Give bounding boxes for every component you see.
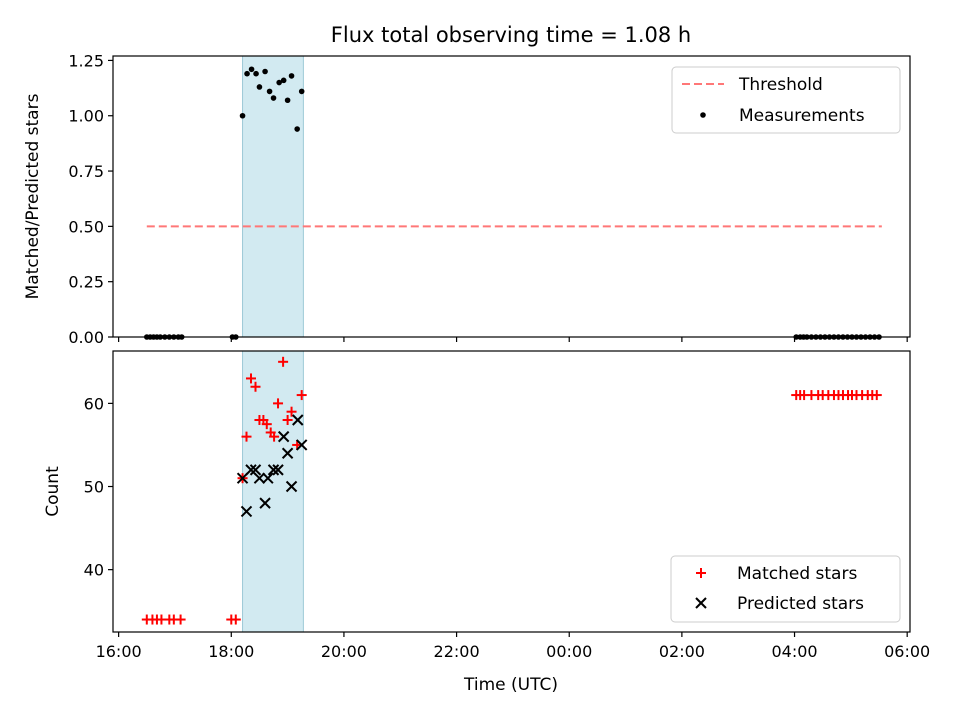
count-legend-box <box>670 555 901 623</box>
legend-predicted-label: Predicted stars <box>737 594 864 614</box>
observing-window-shade-bottom <box>242 350 304 633</box>
y-tick-label: 1.25 <box>68 51 104 70</box>
legend-predicted-marker-b <box>695 597 707 609</box>
y-tick-label: 0.75 <box>68 162 104 181</box>
measurement-point <box>276 79 282 86</box>
predicted-star-point <box>295 439 308 451</box>
x-tick-label: 00:00 <box>546 642 592 661</box>
predicted-star-point-b <box>295 439 308 451</box>
count-legend: Matched stars Predicted stars <box>670 555 901 623</box>
y-tick-label: 60 <box>84 394 104 413</box>
measurement-point <box>256 84 263 90</box>
y-tick-label: 50 <box>84 478 104 497</box>
predicted-star-point <box>272 464 284 476</box>
x-tick-label: 04:00 <box>771 642 817 661</box>
predicted-star-point <box>277 430 290 443</box>
legend-matched-marker <box>696 568 706 578</box>
observing-window-shade-top <box>242 55 304 338</box>
count-panel-frame <box>112 350 911 633</box>
x-tick-label: 06:00 <box>884 642 930 661</box>
count-panel: 16:00 18:00 20:00 22:00 00:00 02:00 04:00 06:00… <box>43 350 930 661</box>
legend-predicted-marker <box>695 597 707 609</box>
legend-matched-label: Matched stars <box>737 564 857 584</box>
measurement-point <box>262 68 268 75</box>
matched-star-point <box>286 406 297 417</box>
measurement-point <box>280 77 287 84</box>
measurement-point <box>284 97 291 104</box>
legend-measurements-swatch <box>700 112 706 118</box>
legend-matched-swatch <box>696 568 706 578</box>
predicted-star-point-b <box>267 464 280 476</box>
predicted-star-point-b <box>245 464 257 476</box>
measurement-point <box>239 112 246 119</box>
predicted-star-point <box>240 505 253 518</box>
predicted-star-point-b <box>253 472 266 484</box>
x-tick-label: 16:00 <box>96 642 142 661</box>
matched-star-point <box>230 614 241 625</box>
predicted-star-point-b <box>259 497 271 509</box>
ratio-panel: 0.00 0.25 0.50 0.75 1.00 1.25 Matched/Predict… <box>23 51 911 347</box>
matched-star-point <box>278 356 289 367</box>
measurement-point <box>244 70 250 77</box>
y-tick-label: 1.00 <box>68 107 104 126</box>
predicted-star-point-b <box>262 472 274 484</box>
measurement-point <box>266 88 273 95</box>
predicted-star-point-b <box>292 414 304 426</box>
matched-star-point <box>241 431 252 442</box>
x-tick-label: 20:00 <box>321 642 367 661</box>
y-tick-label: 0.00 <box>68 328 104 347</box>
predicted-star-point-b <box>277 430 290 443</box>
measurement-point <box>270 95 277 101</box>
ratio-y-axis-label: Matched/Predicted stars <box>23 93 43 299</box>
count-y-axis-label: Count <box>43 466 63 517</box>
predicted-star-point <box>262 472 274 484</box>
predicted-star-point <box>245 464 257 476</box>
predicted-star-point-b <box>285 480 298 493</box>
x-axis-label: Time (UTC) <box>463 675 558 695</box>
matched-star-point <box>175 614 186 625</box>
predicted-star-point <box>236 472 249 484</box>
measurement-point <box>248 66 255 73</box>
matched-star-point <box>273 398 284 409</box>
predicted-star-point-b <box>236 472 249 484</box>
predicted-star-point <box>253 472 266 484</box>
predicted-star-point <box>267 464 280 476</box>
y-tick-label: 40 <box>84 561 104 580</box>
matched-star-point <box>269 431 280 442</box>
legend-threshold-label: Threshold <box>738 75 823 95</box>
measurement-point <box>294 126 300 132</box>
chart-title: Flux total observing time = 1.08 h <box>331 23 691 47</box>
predicted-star-point-b <box>249 464 262 476</box>
predicted-star-point-b <box>240 505 253 518</box>
y-tick-label: 0.50 <box>68 217 104 236</box>
predicted-star-point <box>285 480 298 493</box>
x-tick-label: 18:00 <box>208 642 254 661</box>
legend-predicted-swatch <box>695 597 707 609</box>
legend-measurements-label: Measurements <box>739 106 865 126</box>
matched-star-point <box>282 415 293 426</box>
predicted-star-point <box>292 414 304 426</box>
predicted-star-point-b <box>272 464 284 476</box>
x-tick-label: 02:00 <box>659 642 705 661</box>
y-tick-label: 0.25 <box>68 273 104 292</box>
matched-star-point <box>871 390 882 401</box>
predicted-star-point-b <box>281 447 294 459</box>
predicted-star-point <box>281 447 294 459</box>
matched-star-point <box>245 373 256 384</box>
ratio-legend-box <box>671 66 901 134</box>
matched-star-point <box>261 419 272 430</box>
x-tick-label: 22:00 <box>434 642 480 661</box>
predicted-star-point <box>259 497 271 509</box>
measurement-point <box>298 88 305 95</box>
measurement-point <box>253 70 259 77</box>
predicted-star-point <box>249 464 262 476</box>
matched-star-point <box>250 381 261 392</box>
matched-star-point <box>296 390 307 401</box>
ratio-panel-frame <box>112 55 911 338</box>
ratio-legend: Threshold Measurements <box>671 66 901 134</box>
measurement-point <box>288 73 295 79</box>
